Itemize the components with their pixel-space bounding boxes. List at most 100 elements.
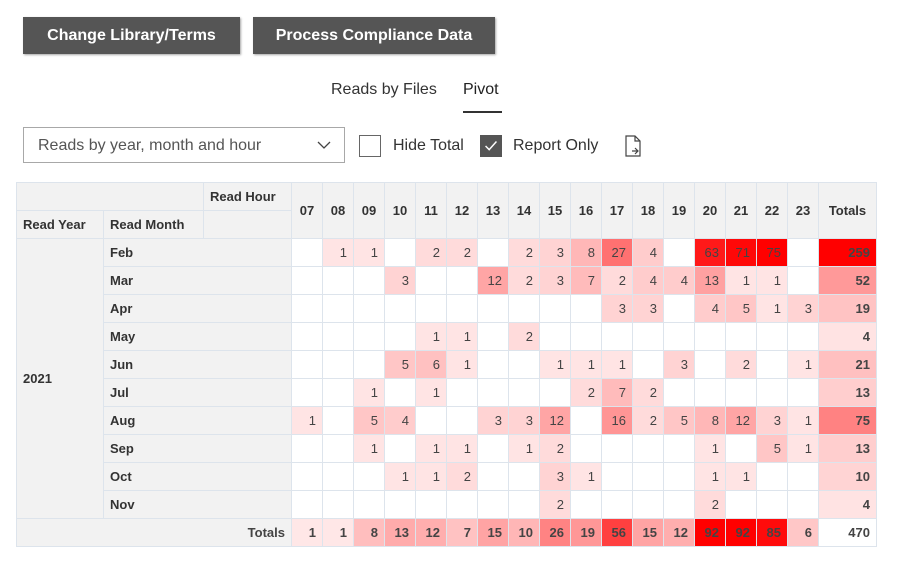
pivot-value-cell: 2 <box>570 378 602 407</box>
report-only-checkbox[interactable] <box>480 135 502 157</box>
pivot-value-cell: 2 <box>632 406 664 435</box>
pivot-value-cell <box>694 378 726 407</box>
pivot-value-cell: 16 <box>601 406 633 435</box>
pivot-value-cell <box>787 238 819 267</box>
column-total-cell: 56 <box>601 518 633 547</box>
column-total-cell: 92 <box>725 518 757 547</box>
pivot-value-cell <box>570 490 602 519</box>
tab-reads-by-files[interactable]: Reads by Files <box>331 81 437 98</box>
hour-header: 22 <box>756 182 788 239</box>
totals-row-label: Totals <box>16 518 292 547</box>
column-total-cell: 15 <box>477 518 509 547</box>
hide-total-checkbox[interactable] <box>359 135 381 157</box>
pivot-value-cell <box>570 434 602 463</box>
pivot-value-cell <box>353 266 385 295</box>
month-cell: Feb <box>103 238 292 267</box>
pivot-value-cell <box>477 462 509 491</box>
pivot-value-cell <box>291 434 323 463</box>
pivot-value-cell <box>787 490 819 519</box>
month-cell: Nov <box>103 490 292 519</box>
column-total-cell: 92 <box>694 518 726 547</box>
pivot-value-cell: 1 <box>787 406 819 435</box>
pivot-value-cell <box>322 294 354 323</box>
pivot-view-select[interactable]: Reads by year, month and hour <box>23 127 345 163</box>
pivot-value-cell <box>415 490 447 519</box>
pivot-value-cell <box>725 434 757 463</box>
table-row: Apr 3 3 4 5 1 3 19 <box>17 294 877 323</box>
pivot-value-cell <box>601 322 633 351</box>
pivot-value-cell <box>477 490 509 519</box>
pivot-value-cell <box>694 350 726 379</box>
pivot-value-cell: 5 <box>384 350 416 379</box>
table-row: 2021 Feb 1 1 2 2 2 3 8 27 4 63 71 75 259 <box>16 238 877 519</box>
pivot-value-cell <box>539 294 571 323</box>
pivot-value-cell <box>508 350 540 379</box>
pivot-value-cell: 3 <box>384 266 416 295</box>
row-total-cell: 13 <box>818 434 877 463</box>
pivot-value-cell <box>291 322 323 351</box>
change-library-terms-button[interactable]: Change Library/Terms <box>23 17 240 54</box>
month-cell: Mar <box>103 266 292 295</box>
pivot-value-cell: 1 <box>415 462 447 491</box>
pivot-value-cell: 1 <box>694 462 726 491</box>
export-file-icon[interactable] <box>623 135 643 157</box>
pivot-value-cell <box>632 322 664 351</box>
pivot-value-cell <box>322 406 354 435</box>
pivot-value-cell: 2 <box>508 322 540 351</box>
pivot-value-cell: 3 <box>756 406 788 435</box>
column-total-cell: 10 <box>508 518 540 547</box>
pivot-value-cell <box>322 322 354 351</box>
pivot-value-cell <box>756 462 788 491</box>
pivot-value-cell: 3 <box>632 294 664 323</box>
pivot-value-cell: 2 <box>694 490 726 519</box>
pivot-value-cell: 5 <box>353 406 385 435</box>
pivot-value-cell: 1 <box>291 406 323 435</box>
pivot-value-cell <box>415 266 447 295</box>
pivot-value-cell <box>384 434 416 463</box>
row-total-cell: 21 <box>818 350 877 379</box>
pivot-value-cell <box>384 238 416 267</box>
pivot-value-cell: 4 <box>384 406 416 435</box>
month-cell: May <box>103 322 292 351</box>
pivot-value-cell <box>291 378 323 407</box>
pivot-value-cell <box>787 378 819 407</box>
pivot-value-cell <box>384 294 416 323</box>
pivot-value-cell: 2 <box>539 434 571 463</box>
header-spacer <box>16 182 204 211</box>
pivot-value-cell: 63 <box>694 238 726 267</box>
pivot-value-cell <box>384 322 416 351</box>
pivot-value-cell <box>632 462 664 491</box>
pivot-value-cell <box>322 462 354 491</box>
pivot-value-cell: 4 <box>632 238 664 267</box>
hour-header: 12 <box>446 182 478 239</box>
row-total-cell: 19 <box>818 294 877 323</box>
pivot-value-cell: 1 <box>415 322 447 351</box>
table-row: Jul 1 1 2 7 2 13 <box>17 378 877 407</box>
pivot-value-cell: 1 <box>570 462 602 491</box>
pivot-value-cell <box>477 378 509 407</box>
pivot-value-cell: 1 <box>384 462 416 491</box>
pivot-value-cell: 1 <box>353 434 385 463</box>
process-compliance-data-button[interactable]: Process Compliance Data <box>253 17 495 54</box>
pivot-value-cell <box>477 434 509 463</box>
table-row: Jun 5 6 1 1 1 1 3 2 1 21 <box>17 350 877 379</box>
pivot-value-cell: 1 <box>446 350 478 379</box>
pivot-value-cell <box>322 350 354 379</box>
hour-header: 16 <box>570 182 602 239</box>
column-total-cell: 19 <box>570 518 602 547</box>
chevron-down-icon <box>317 141 331 149</box>
pivot-value-cell <box>291 490 323 519</box>
pivot-value-cell <box>291 294 323 323</box>
month-cell: Apr <box>103 294 292 323</box>
hour-header: 17 <box>601 182 633 239</box>
totals-column-header: Totals <box>818 182 877 239</box>
pivot-table: Read Hour 07 08 09 10 11 12 13 14 15 16 17 18 19 20 21 2… <box>16 182 877 547</box>
table-row: Aug 1 5 4 3 3 12 16 2 5 8 12 3 1 75 <box>17 406 877 435</box>
pivot-value-cell <box>601 462 633 491</box>
active-tab-indicator <box>463 111 502 113</box>
pivot-value-cell: 8 <box>694 406 726 435</box>
pivot-value-cell <box>663 294 695 323</box>
pivot-value-cell: 1 <box>446 322 478 351</box>
column-total-cell: 6 <box>787 518 819 547</box>
tab-pivot[interactable]: Pivot <box>463 81 499 98</box>
